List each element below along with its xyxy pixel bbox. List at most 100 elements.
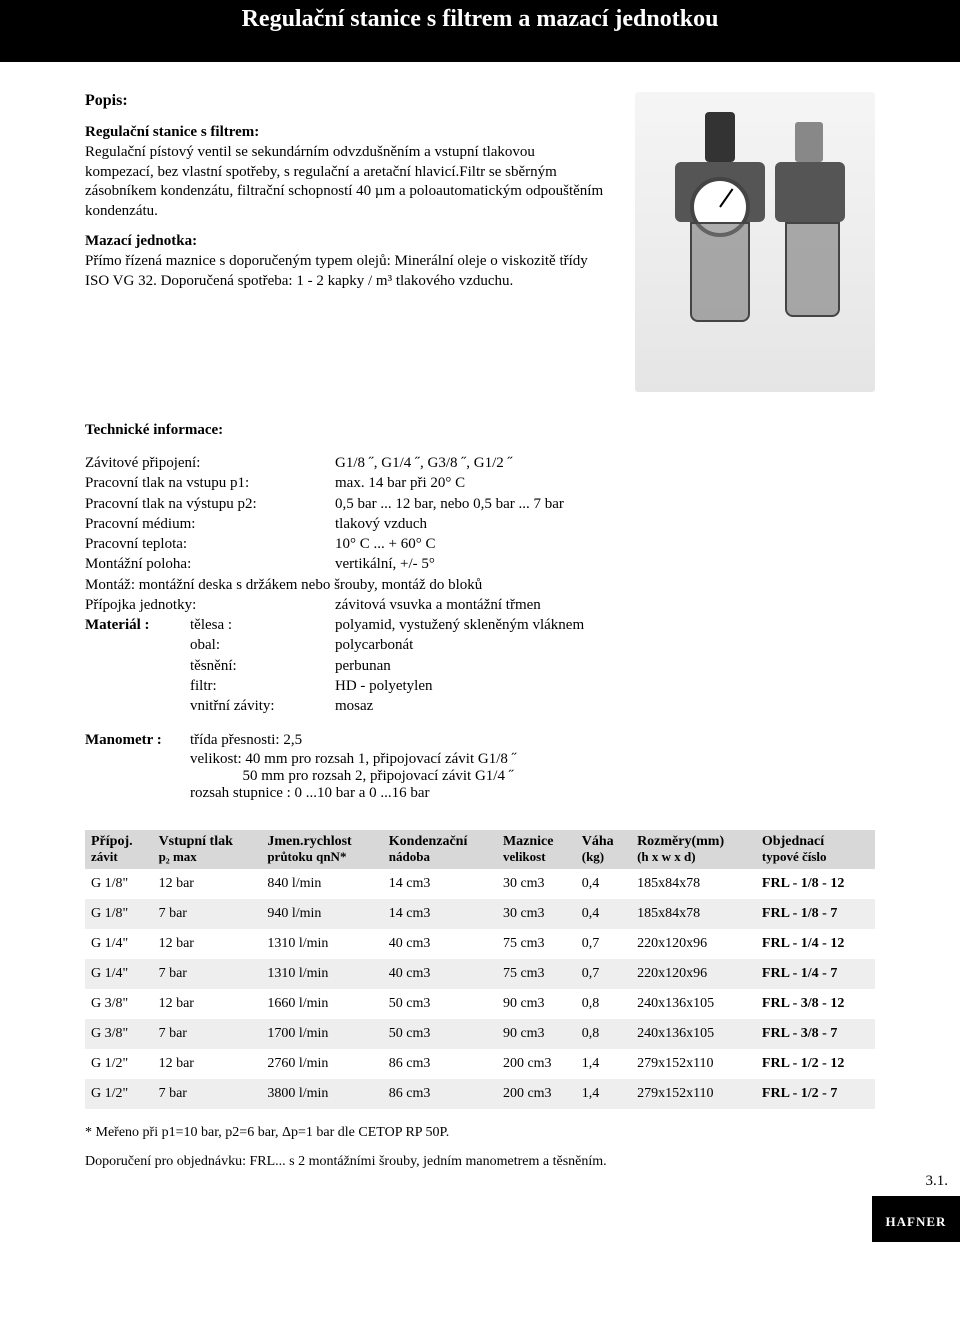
table-cell: G 1/4" — [85, 959, 153, 989]
material-value-item: perbunan — [335, 656, 391, 676]
table-cell: 0,7 — [576, 929, 631, 959]
table-body: G 1/8"12 bar840 l/min14 cm330 cm30,4185x… — [85, 869, 875, 1109]
tech-label: Pracovní tlak na vstupu p1: — [85, 473, 335, 493]
table-cell: 30 cm3 — [497, 869, 576, 899]
tech-pripojka-value: závitová vsuvka a montážní třmen — [335, 595, 875, 615]
table-cell: 1,4 — [576, 1079, 631, 1109]
material-value-item: mosaz — [335, 696, 373, 716]
table-cell: 185x84x78 — [631, 869, 756, 899]
table-cell: 220x120x96 — [631, 929, 756, 959]
table-cell: 0,4 — [576, 899, 631, 929]
title-bar: Regulační stanice s filtrem a mazací jed… — [0, 0, 960, 62]
desc-sub1-title: Regulační stanice s filtrem: — [85, 124, 605, 141]
table-row: G 3/8"12 bar1660 l/min50 cm390 cm30,8240… — [85, 989, 875, 1019]
table-cell: 12 bar — [153, 989, 262, 1019]
tech-value: max. 14 bar při 20° C — [335, 473, 875, 493]
page-title: Regulační stanice s filtrem a mazací jed… — [242, 6, 719, 33]
filter-bowl-icon — [690, 222, 750, 322]
table-cell: 12 bar — [153, 1049, 262, 1079]
table-cell: G 1/8" — [85, 899, 153, 929]
manometer-line2: 50 mm pro rozsah 2, připojovací závit G1… — [190, 768, 875, 785]
table-row: G 1/8"12 bar840 l/min14 cm330 cm30,4185x… — [85, 869, 875, 899]
tech-label: Montážní poloha: — [85, 554, 335, 574]
table-cell: G 3/8" — [85, 989, 153, 1019]
table-cell: 1700 l/min — [261, 1019, 382, 1049]
tech-value: G1/8 ˝, G1/4 ˝, G3/8 ˝, G1/2 ˝ — [335, 453, 875, 473]
tech-heading: Technické informace: — [85, 422, 875, 439]
table-cell: 240x136x105 — [631, 1019, 756, 1049]
table-cell: 1660 l/min — [261, 989, 382, 1019]
table-cell: 2760 l/min — [261, 1049, 382, 1079]
table-cell: 75 cm3 — [497, 929, 576, 959]
product-image — [635, 92, 875, 392]
desc-sub2-title: Mazací jednotka: — [85, 233, 605, 250]
material-label-item: filtr: — [190, 676, 335, 696]
desc-heading: Popis: — [85, 92, 605, 110]
table-col-header: Váha(kg) — [576, 830, 631, 869]
table-cell: 40 cm3 — [383, 929, 497, 959]
manometer-line3: rozsah stupnice : 0 ...10 bar a 0 ...16 … — [190, 785, 875, 802]
table-cell: 90 cm3 — [497, 1019, 576, 1049]
table-header-row: Přípoj.závitVstupní tlakp₂ maxJmen.rychl… — [85, 830, 875, 869]
table-cell: 90 cm3 — [497, 989, 576, 1019]
table-col-header: Rozměry(mm)(h x w x d) — [631, 830, 756, 869]
regulator-knob-icon — [705, 112, 735, 162]
table-row: G 1/8"7 bar940 l/min14 cm330 cm30,4185x8… — [85, 899, 875, 929]
table-cell: 200 cm3 — [497, 1049, 576, 1079]
table-cell: 185x84x78 — [631, 899, 756, 929]
tech-mount-line: Montáž: montážní deska s držákem nebo šr… — [85, 575, 875, 595]
table-cell: FRL - 1/8 - 7 — [756, 899, 875, 929]
table-cell: 220x120x96 — [631, 959, 756, 989]
tech-pripojka-label: Přípojka jednotky: — [85, 595, 335, 615]
table-row: G 1/4"7 bar1310 l/min40 cm375 cm30,7220x… — [85, 959, 875, 989]
tech-value: 10° C ... + 60° C — [335, 534, 875, 554]
manometer-block: Manometr : třída přesnosti: 2,5 velikost… — [85, 730, 875, 801]
lubricator-knob-icon — [795, 122, 823, 162]
tech-value: 0,5 bar ... 12 bar, nebo 0,5 bar ... 7 b… — [335, 494, 875, 514]
tech-info-block: Technické informace: Závitové připojení:… — [85, 422, 875, 802]
table-cell: 940 l/min — [261, 899, 382, 929]
manometer-label: Manometr : — [85, 730, 190, 750]
table-row: G 1/2"7 bar3800 l/min86 cm3200 cm31,4279… — [85, 1079, 875, 1109]
table-cell: 50 cm3 — [383, 1019, 497, 1049]
manometer-line0: třída přesnosti: 2,5 — [190, 730, 302, 750]
table-col-header: Maznicevelikost — [497, 830, 576, 869]
table-cell: 0,7 — [576, 959, 631, 989]
table-cell: 7 bar — [153, 1079, 262, 1109]
table-cell: 1310 l/min — [261, 929, 382, 959]
table-cell: FRL - 1/2 - 12 — [756, 1049, 875, 1079]
table-cell: 7 bar — [153, 1019, 262, 1049]
table-row: G 1/2"12 bar2760 l/min86 cm3200 cm31,427… — [85, 1049, 875, 1079]
table-cell: G 3/8" — [85, 1019, 153, 1049]
tech-label: Pracovní médium: — [85, 514, 335, 534]
table-cell: 1310 l/min — [261, 959, 382, 989]
table-cell: FRL - 1/4 - 7 — [756, 959, 875, 989]
material-label: Materiál : — [85, 615, 190, 635]
table-cell: 12 bar — [153, 929, 262, 959]
footer-corner: 3.1. HAFNER — [872, 1173, 960, 1242]
material-v0: polyamid, vystužený skleněným vláknem — [335, 615, 584, 635]
table-cell: FRL - 3/8 - 12 — [756, 989, 875, 1019]
table-cell: 0,8 — [576, 1019, 631, 1049]
table-row: G 1/4"12 bar1310 l/min40 cm375 cm30,7220… — [85, 929, 875, 959]
table-cell: 86 cm3 — [383, 1079, 497, 1109]
table-cell: 3800 l/min — [261, 1079, 382, 1109]
table-cell: 1,4 — [576, 1049, 631, 1079]
table-row: G 3/8"7 bar1700 l/min50 cm390 cm30,8240x… — [85, 1019, 875, 1049]
lubricator-body-icon — [775, 162, 845, 222]
manometer-line1: velikost: 40 mm pro rozsah 1, připojovac… — [190, 751, 875, 768]
table-cell: 0,8 — [576, 989, 631, 1019]
footnotes: * Meřeno při p1=10 bar, p2=6 bar, Δp=1 b… — [85, 1123, 875, 1172]
material-k0: tělesa : — [190, 615, 335, 635]
table-col-header: Vstupní tlakp₂ max — [153, 830, 262, 869]
table-cell: 50 cm3 — [383, 989, 497, 1019]
footnote-1: * Meřeno při p1=10 bar, p2=6 bar, Δp=1 b… — [85, 1123, 875, 1143]
table-cell: 279x152x110 — [631, 1079, 756, 1109]
page-body: Popis: Regulační stanice s filtrem: Regu… — [0, 62, 960, 1172]
material-value-item: HD - polyetylen — [335, 676, 432, 696]
table-cell: 7 bar — [153, 899, 262, 929]
spec-table: Přípoj.závitVstupní tlakp₂ maxJmen.rychl… — [85, 830, 875, 1109]
tech-value: vertikální, +/- 5° — [335, 554, 875, 574]
desc-sub1-text: Regulační pístový ventil se sekundárním … — [85, 143, 605, 221]
table-cell: 7 bar — [153, 959, 262, 989]
